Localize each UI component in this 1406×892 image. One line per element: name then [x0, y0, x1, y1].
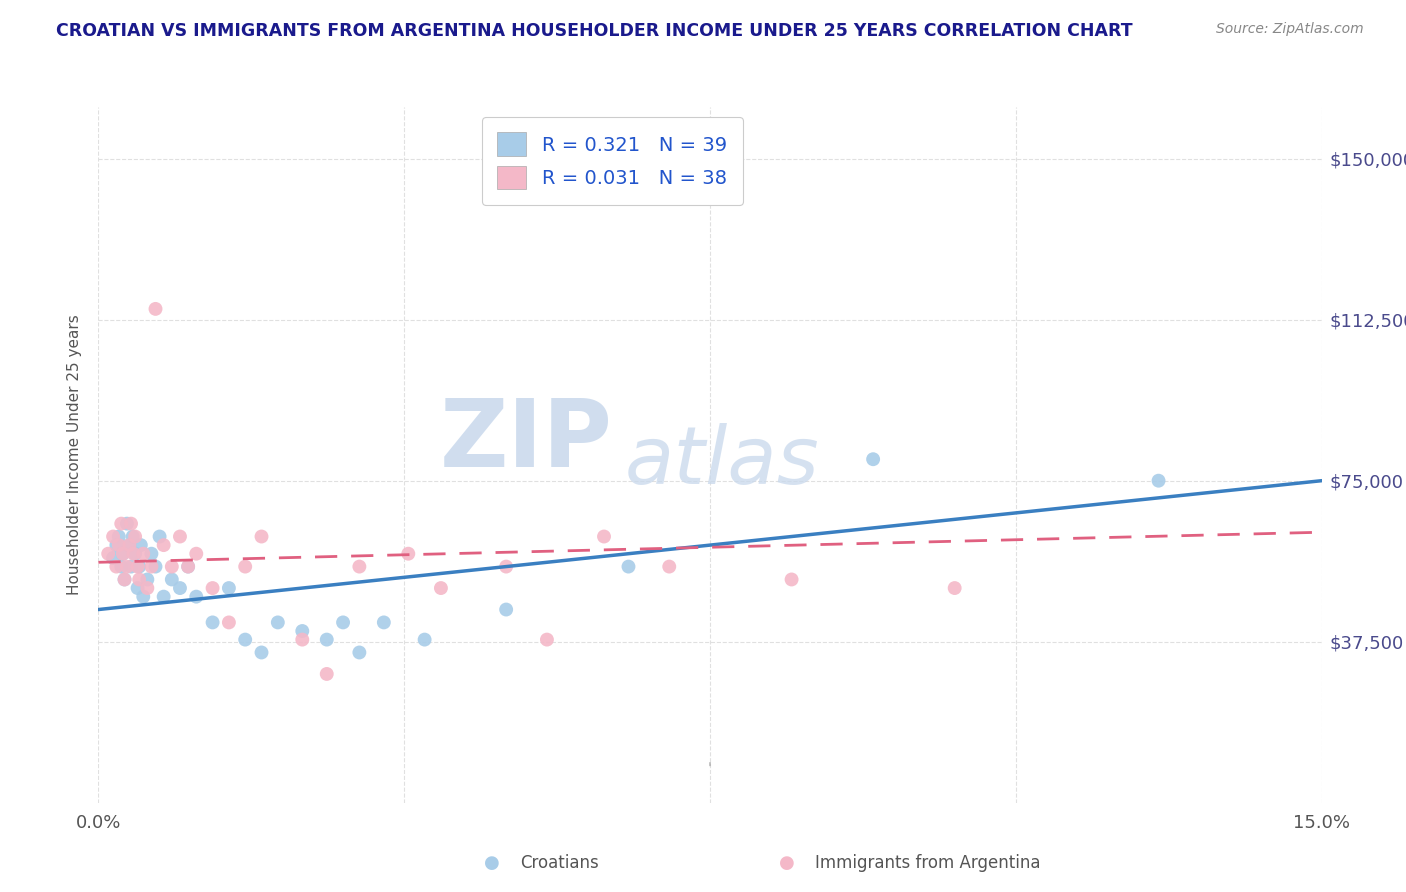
- Point: [617, 559, 640, 574]
- Point: [114, 573, 136, 587]
- Point: [536, 632, 558, 647]
- Y-axis label: Householder Income Under 25 years: Householder Income Under 25 years: [67, 315, 83, 595]
- Point: [780, 573, 803, 587]
- Point: [149, 529, 172, 543]
- Point: [250, 529, 273, 543]
- Text: atlas: atlas: [624, 423, 820, 501]
- Point: [233, 559, 256, 574]
- Point: [186, 547, 208, 561]
- Point: [128, 573, 150, 587]
- Point: [97, 547, 120, 561]
- Legend: R = 0.321   N = 39, R = 0.031   N = 38: R = 0.321 N = 39, R = 0.031 N = 38: [482, 117, 742, 205]
- Point: [943, 581, 966, 595]
- Point: [373, 615, 395, 630]
- Point: [110, 516, 132, 531]
- Point: [105, 559, 128, 574]
- Point: [349, 559, 371, 574]
- Text: Immigrants from Argentina: Immigrants from Argentina: [815, 855, 1040, 872]
- Text: ZIP: ZIP: [439, 395, 612, 487]
- Point: [169, 581, 191, 595]
- Point: [291, 624, 314, 638]
- Point: [118, 538, 141, 552]
- Point: [120, 516, 142, 531]
- Point: [396, 547, 419, 561]
- Point: [186, 590, 208, 604]
- Point: [152, 538, 174, 552]
- Point: [1147, 474, 1170, 488]
- Point: [495, 602, 517, 616]
- Point: [495, 559, 517, 574]
- Point: [145, 559, 167, 574]
- Text: Croatians: Croatians: [520, 855, 599, 872]
- Point: [349, 645, 371, 659]
- Point: [250, 645, 273, 659]
- Point: [108, 538, 131, 552]
- Point: [152, 590, 174, 604]
- Point: [315, 667, 337, 681]
- Point: [128, 559, 150, 574]
- Point: [105, 538, 128, 552]
- Point: [141, 547, 163, 561]
- Point: [160, 573, 183, 587]
- Point: [101, 551, 124, 566]
- Point: [218, 581, 240, 595]
- Point: [332, 615, 354, 630]
- Point: [124, 547, 146, 561]
- Point: [141, 559, 163, 574]
- Text: Source: ZipAtlas.com: Source: ZipAtlas.com: [1216, 22, 1364, 37]
- Point: [120, 559, 142, 574]
- Point: [118, 538, 141, 552]
- Point: [122, 547, 145, 561]
- Point: [862, 452, 884, 467]
- Point: [267, 615, 290, 630]
- Point: [233, 632, 256, 647]
- Point: [115, 516, 138, 531]
- Point: [160, 559, 183, 574]
- Point: [136, 581, 159, 595]
- Point: [129, 538, 152, 552]
- Text: ●: ●: [484, 855, 501, 872]
- Point: [101, 529, 124, 543]
- Point: [127, 559, 149, 574]
- Point: [169, 529, 191, 543]
- Point: [430, 581, 453, 595]
- Point: [114, 573, 136, 587]
- Point: [218, 615, 240, 630]
- Point: [145, 301, 167, 316]
- Point: [201, 581, 224, 595]
- Point: [127, 581, 149, 595]
- Point: [315, 632, 337, 647]
- Text: ●: ●: [779, 855, 796, 872]
- Point: [177, 559, 200, 574]
- Point: [108, 529, 131, 543]
- Point: [110, 559, 132, 574]
- Point: [177, 559, 200, 574]
- Point: [132, 590, 155, 604]
- Text: CROATIAN VS IMMIGRANTS FROM ARGENTINA HOUSEHOLDER INCOME UNDER 25 YEARS CORRELAT: CROATIAN VS IMMIGRANTS FROM ARGENTINA HO…: [56, 22, 1133, 40]
- Point: [124, 529, 146, 543]
- Point: [593, 529, 616, 543]
- Point: [121, 529, 143, 543]
- Point: [132, 547, 155, 561]
- Point: [111, 547, 134, 561]
- Point: [136, 573, 159, 587]
- Point: [111, 547, 134, 561]
- Point: [115, 559, 138, 574]
- Point: [413, 632, 436, 647]
- Point: [291, 632, 314, 647]
- Point: [658, 559, 681, 574]
- Point: [201, 615, 224, 630]
